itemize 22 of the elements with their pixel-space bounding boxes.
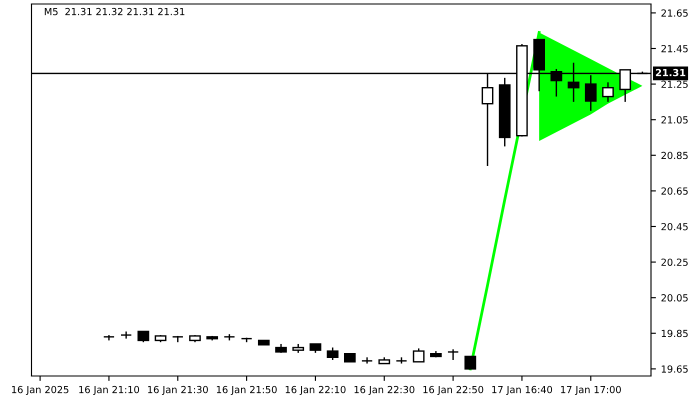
- y-tick-label: 20.85: [661, 152, 688, 160]
- x-tick-label: 16 Jan 22:10: [286, 386, 346, 396]
- x-tick-label: 16 Jan 2025: [12, 386, 68, 396]
- x-tick-label: 17 Jan 16:40: [492, 386, 552, 396]
- y-tick-label: 19.65: [662, 365, 688, 373]
- y-tick-label: 21.65: [661, 9, 688, 17]
- y-tick-label: 19.85: [662, 330, 688, 338]
- y-tick-label: 20.05: [661, 294, 688, 302]
- y-tick-label: 21.25: [661, 80, 688, 88]
- y-tick-label: 21.45: [661, 44, 688, 52]
- x-tick-label: 16 Jan 21:30: [148, 386, 208, 396]
- x-tick-label: 16 Jan 22:50: [423, 386, 484, 396]
- chart-title: M5 21.31 21.32 21.31 21.31: [44, 8, 184, 16]
- x-tick-label: 17 Jan 17:00: [561, 386, 621, 396]
- ref-line-label: 21.31: [656, 68, 686, 76]
- y-tick-label: 20.65: [661, 187, 688, 195]
- x-tick-label: 16 Jan 22:30: [354, 386, 414, 396]
- x-tick-label: 16 Jan 21:10: [79, 386, 140, 396]
- y-tick-label: 20.25: [661, 258, 688, 266]
- x-tick-label: 16 Jan 21:50: [216, 386, 277, 396]
- y-tick-label: 20.45: [661, 222, 688, 230]
- y-tick-label: 21.05: [661, 116, 688, 124]
